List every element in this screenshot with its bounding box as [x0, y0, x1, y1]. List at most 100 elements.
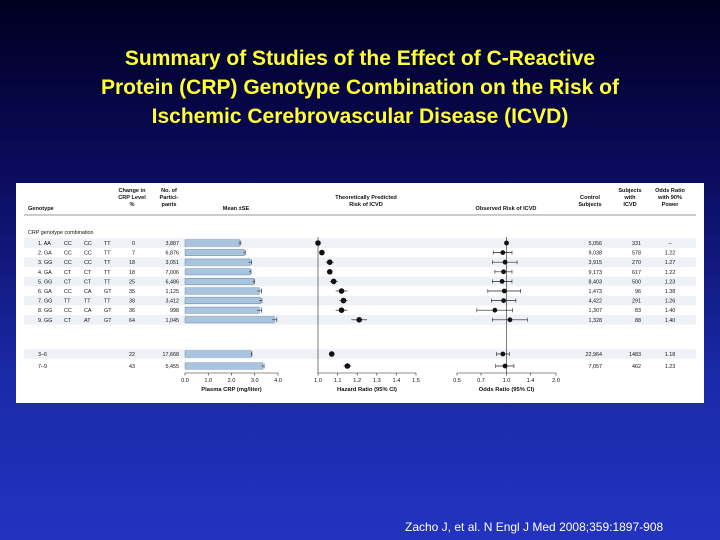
row-genotype: CC — [84, 251, 92, 257]
row-icvd: 96 — [635, 289, 641, 295]
row-genotype: TT — [104, 241, 111, 247]
row-icvd: 578 — [632, 251, 641, 257]
row-participants: 17,668 — [163, 352, 180, 358]
section-label: CRP genotype combination — [28, 230, 94, 236]
row-genotype: CT — [64, 279, 72, 285]
row-icvd: 462 — [632, 364, 641, 370]
header-participants: Partici- — [160, 195, 179, 201]
or-point — [500, 351, 506, 357]
row-genotype: CT — [64, 270, 72, 276]
row-power: 1.40 — [665, 308, 676, 314]
row-change: 18 — [129, 270, 135, 276]
row-label: 1. AA — [38, 241, 51, 247]
row-genotype: TT — [64, 299, 71, 305]
row-label: 8. GG — [38, 308, 52, 314]
hr-tick-label: 1.3 — [373, 378, 381, 384]
crp-bar — [184, 297, 261, 305]
row-genotype: CC — [64, 260, 72, 266]
row-control: 7,057 — [589, 364, 603, 370]
row-participants: 3,051 — [166, 260, 180, 266]
row-power: 1.18 — [665, 352, 676, 358]
row-change: 22 — [129, 352, 135, 358]
hr-point — [330, 278, 337, 285]
row-control: 4,422 — [589, 299, 603, 305]
crp-tick-label: 1.0 — [204, 378, 212, 384]
group-label: 7–9 — [38, 364, 47, 370]
row-control: 1,473 — [589, 289, 603, 295]
row-label: 9. GG — [38, 318, 52, 324]
row-participants: 998 — [170, 308, 179, 314]
header-control: Subjects — [578, 202, 601, 208]
header-mean: Mean ±SE — [223, 206, 250, 212]
citation: Zacho J, et al. N Engl J Med 2008;359:18… — [405, 520, 664, 534]
row-participants: 3,412 — [166, 299, 180, 305]
row-label: 7. GG — [38, 299, 52, 305]
or-point — [492, 307, 498, 313]
header-icvd: with — [623, 195, 636, 201]
hr-point — [338, 307, 345, 313]
row-icvd: 617 — [632, 270, 641, 276]
hr-tick-label: 1.1 — [334, 378, 342, 384]
header-predicted: Theoretically Predicted — [335, 195, 397, 201]
hr-point — [338, 288, 345, 294]
row-genotype: CC — [64, 251, 72, 257]
crp-bar — [184, 249, 245, 257]
row-label: 2. GA — [38, 251, 52, 257]
row-control: 22,964 — [586, 352, 603, 358]
row-genotype: CT — [84, 270, 92, 276]
or-point — [501, 298, 506, 303]
row-genotype: TT — [104, 251, 111, 257]
row-power: 1.22 — [665, 251, 676, 257]
header-icvd: Subjects — [618, 188, 641, 194]
row-power: 1.27 — [665, 260, 676, 266]
row-genotype: TT — [104, 270, 111, 276]
row-icvd: 1483 — [629, 352, 641, 358]
hr-point — [356, 317, 362, 323]
header-power: Odds Ratio — [655, 188, 685, 194]
hr-tick-label: 1.5 — [412, 378, 420, 384]
row-label: 4. GA — [38, 270, 52, 276]
or-point — [500, 250, 506, 255]
row-change: 25 — [129, 279, 135, 285]
row-participants: 5,455 — [166, 364, 180, 370]
row-participants: 1,125 — [166, 289, 180, 295]
or-point — [501, 269, 506, 275]
row-control: 1,307 — [589, 308, 603, 314]
row-participants: 6,876 — [166, 251, 180, 257]
or-tick-label: 0.5 — [453, 378, 461, 384]
row-icvd: 500 — [632, 279, 641, 285]
row-genotype: CC — [64, 241, 72, 247]
row-change: 0 — [132, 241, 135, 247]
header-icvd: ICVD — [623, 202, 636, 208]
or-tick-label: 1.4 — [527, 378, 535, 384]
row-genotype: CT — [64, 318, 72, 324]
row-control: 9,173 — [589, 270, 603, 276]
crp-bar — [184, 277, 254, 285]
row-change: 7 — [132, 251, 135, 257]
or-point — [507, 317, 513, 323]
header-genotype: Genotype — [28, 206, 54, 212]
row-stripe — [24, 295, 696, 306]
hr-tick-label: 1.0 — [314, 378, 322, 384]
crp-bar — [184, 287, 260, 295]
crp-bar — [184, 362, 264, 370]
row-control: 8,403 — [589, 279, 603, 285]
row-label: 6. GA — [38, 289, 52, 295]
row-control: 5,056 — [589, 241, 603, 247]
row-participants: 3,887 — [166, 241, 180, 247]
row-genotype: CT — [84, 279, 92, 285]
row-stripe — [24, 276, 696, 287]
hr-point — [319, 249, 325, 256]
crp-bar — [184, 306, 260, 314]
row-stripe — [24, 257, 696, 267]
header-change: CRP Level — [118, 195, 146, 201]
row-change: 35 — [129, 289, 135, 295]
row-power: 1.38 — [665, 289, 676, 295]
row-icvd: 291 — [632, 299, 641, 305]
row-icvd: 331 — [632, 241, 641, 247]
row-genotype: TT — [84, 299, 91, 305]
row-genotype: GT — [104, 308, 112, 314]
header-change: Change in — [118, 188, 146, 194]
row-participants: 7,006 — [166, 270, 180, 276]
crp-axis-label: Plasma CRP (mg/liter) — [201, 387, 262, 393]
